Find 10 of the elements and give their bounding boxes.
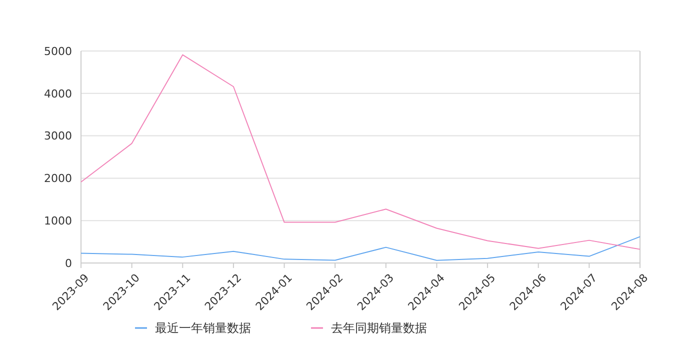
legend-label: 去年同期销量数据 (331, 321, 427, 336)
y-tick-label: 5000 (44, 44, 72, 58)
legend-label: 最近一年销量数据 (155, 321, 251, 336)
line-series (80, 54, 640, 250)
y-tick-label: 3000 (44, 130, 72, 143)
line-series (80, 236, 640, 261)
y-tick-label: 0 (65, 256, 72, 270)
y-tick-label: 2000 (44, 172, 72, 186)
y-tick-label: 4000 (44, 87, 72, 100)
y-tick-label: 1000 (44, 214, 72, 228)
